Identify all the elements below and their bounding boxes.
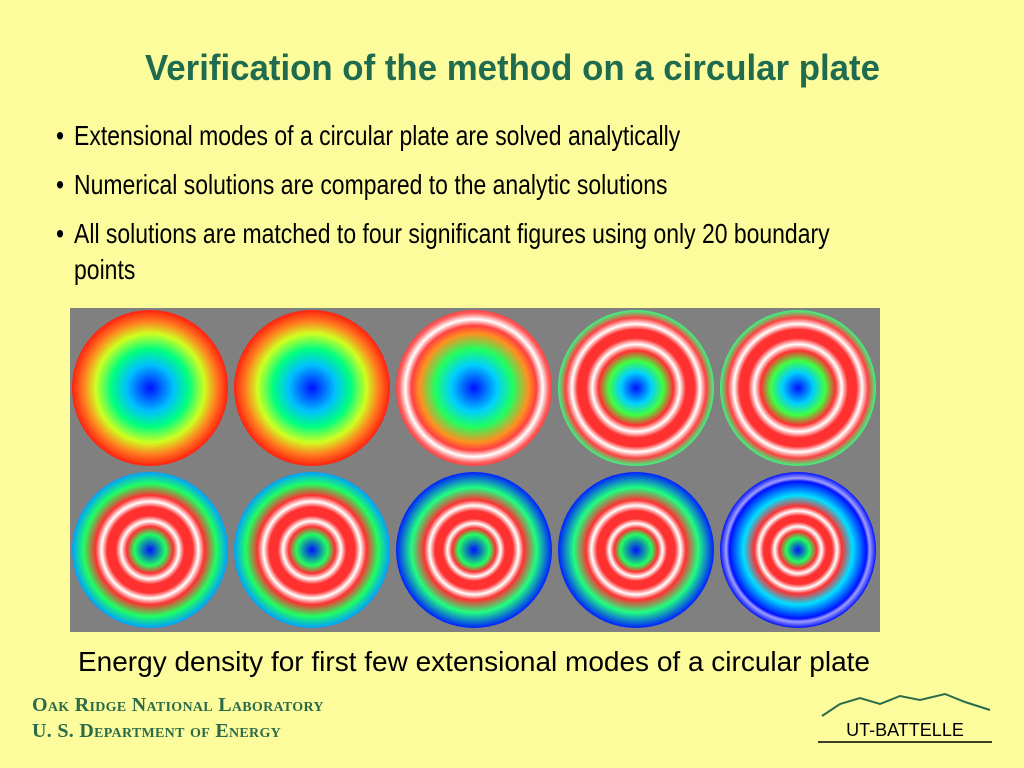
mode-images bbox=[70, 308, 880, 632]
logo-mountains bbox=[821, 692, 991, 717]
mode-plot bbox=[72, 472, 228, 628]
mode-plot bbox=[720, 472, 876, 628]
mode-plot bbox=[396, 472, 552, 628]
slide-title: Verification of the method on a circular… bbox=[145, 47, 880, 88]
mode-plot bbox=[558, 310, 714, 466]
mode-plot bbox=[72, 310, 228, 466]
mode-plot bbox=[558, 472, 714, 628]
bullet: All solutions are matched to four signif… bbox=[56, 216, 876, 288]
logo-text: UT-BATTELLE bbox=[846, 720, 964, 740]
bullet-list: Extensional modes of a circular plate ar… bbox=[56, 118, 876, 301]
mode-plot bbox=[720, 310, 876, 466]
footer-lab: Oak Ridge National Laboratory bbox=[32, 694, 324, 716]
figure-caption: Energy density for first few extensional… bbox=[78, 646, 870, 677]
mode-plot bbox=[396, 310, 552, 466]
footer-doe: U. S. Department of Energy bbox=[32, 720, 282, 742]
logo: UT-BATTELLE bbox=[818, 692, 992, 743]
bullet: Extensional modes of a circular plate ar… bbox=[56, 118, 876, 154]
mode-plot bbox=[234, 472, 390, 628]
mode-plot bbox=[234, 310, 390, 466]
bullet: Numerical solutions are compared to the … bbox=[56, 167, 876, 203]
